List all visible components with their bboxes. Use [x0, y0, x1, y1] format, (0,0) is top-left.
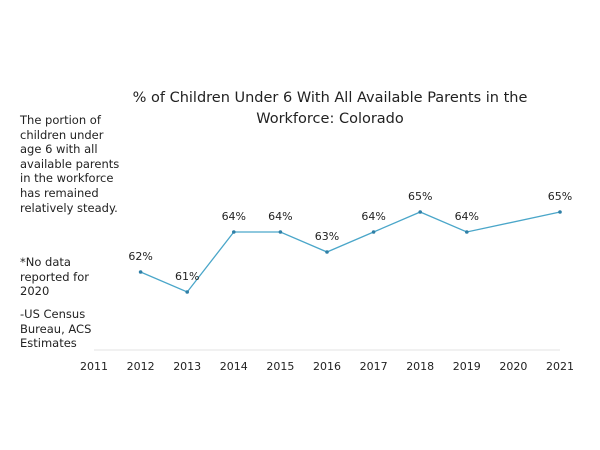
data-label-2018: 65%	[408, 190, 432, 203]
x-tick-label-2016: 2016	[313, 360, 341, 373]
data-point-2017	[371, 230, 376, 234]
data-label-2017: 64%	[361, 210, 385, 223]
data-points	[138, 210, 562, 294]
x-tick-label-2015: 2015	[266, 360, 294, 373]
x-tick-label-2011: 2011	[80, 360, 108, 373]
data-label-2014: 64%	[222, 210, 246, 223]
data-point-2014	[232, 230, 236, 234]
x-tick-label-2014: 2014	[220, 360, 248, 373]
x-tick-labels: 2011 2012 2013 2014 2015 2016 2017 2018 2019 2020…	[80, 360, 574, 373]
x-tick-label-2019: 2019	[453, 360, 481, 373]
x-tick-label-2013: 2013	[173, 360, 201, 373]
summary-note: The portion of children under age 6 with…	[20, 113, 120, 215]
source-note: -US Census Bureau, ACS Estimates	[20, 307, 92, 351]
data-point-2021	[558, 210, 562, 214]
series-line	[140, 211, 561, 293]
x-tick-label-2020: 2020	[499, 360, 527, 373]
x-tick-label-2018: 2018	[406, 360, 434, 373]
data-label-2016: 63%	[315, 230, 339, 243]
chart-title-line-1: % of Children Under 6 With All Available…	[132, 90, 528, 106]
data-point-2016	[325, 250, 329, 254]
data-point-2019	[465, 230, 469, 234]
data-labels: 62% 61% 64% 64% 63% 64% 65% 64% 65%	[128, 190, 572, 283]
chart-title: % of Children Under 6 With All Available…	[110, 88, 550, 130]
data-label-2021: 65%	[548, 190, 572, 203]
data-label-2013: 61%	[175, 270, 199, 283]
x-tick-label-2021: 2021	[546, 360, 574, 373]
x-tick-label-2017: 2017	[360, 360, 388, 373]
data-point-2015	[278, 230, 283, 234]
no-data-note: *No data reported for 2020	[20, 255, 89, 299]
x-tick-label-2012: 2012	[127, 360, 155, 373]
data-point-2013	[185, 290, 189, 294]
data-point-2012	[138, 270, 143, 274]
data-label-2019: 64%	[455, 210, 479, 223]
data-label-2012: 62%	[128, 250, 152, 263]
data-label-2015: 64%	[268, 210, 292, 223]
chart-title-line-2: Workforce: Colorado	[256, 111, 404, 127]
data-point-2018	[418, 210, 423, 214]
